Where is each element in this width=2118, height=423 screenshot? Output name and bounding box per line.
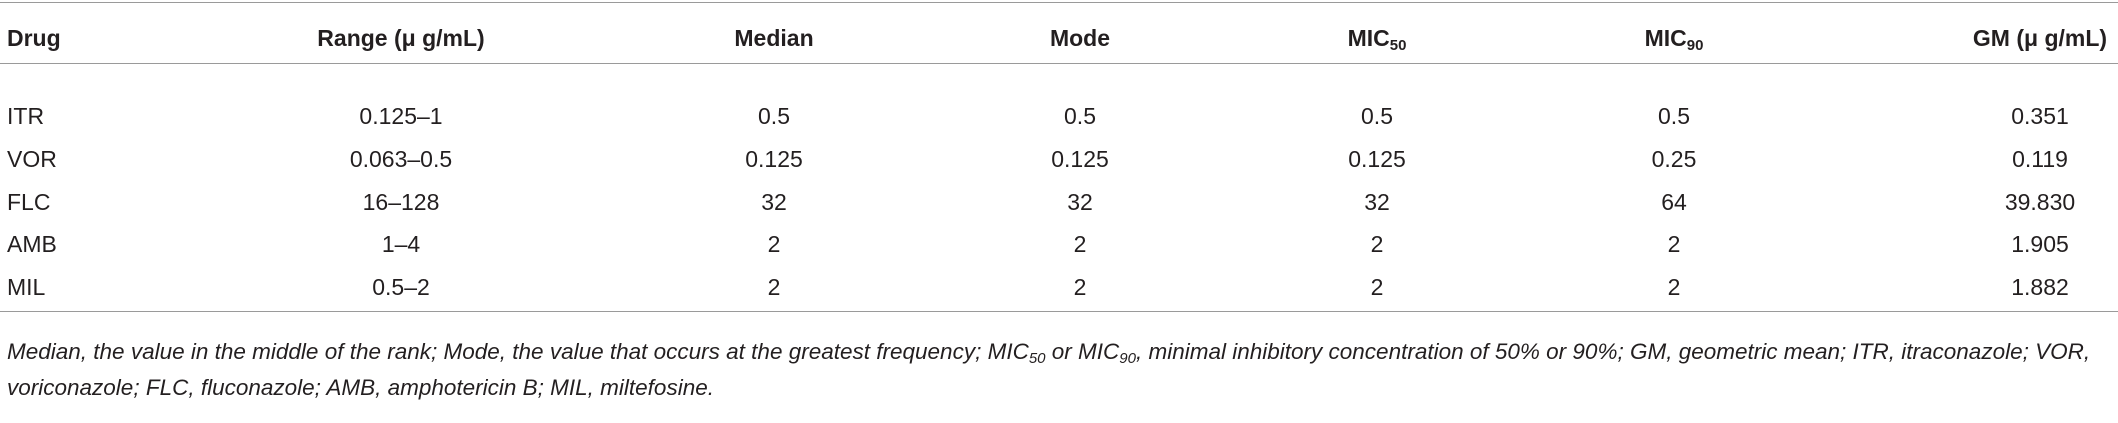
header-cell: MIC90 bbox=[1644, 24, 1704, 54]
header-text: Range (μ g/mL) bbox=[317, 25, 485, 51]
header-text: MIC bbox=[1644, 25, 1687, 51]
data-cell: 0.125–1 bbox=[359, 103, 443, 129]
header-cell: Drug bbox=[7, 24, 61, 52]
data-cell: 2 bbox=[1370, 274, 1384, 300]
data-cell: 2 bbox=[1073, 274, 1087, 300]
data-cell: 0.119 bbox=[2012, 146, 2068, 172]
data-cell: 0.125 bbox=[1348, 146, 1406, 172]
data-cell: 0.5 bbox=[1361, 103, 1393, 129]
header-cell: MIC50 bbox=[1347, 24, 1407, 54]
footnote-text: or MIC bbox=[1045, 339, 1120, 364]
data-cell: 2 bbox=[1667, 274, 1681, 300]
footnote-text: , minimal inhibitory concentration of 50… bbox=[7, 339, 2091, 400]
footnote-subscript: 50 bbox=[1028, 350, 1046, 367]
data-cell: 0.351 bbox=[2011, 103, 2069, 129]
bottom-rule bbox=[0, 311, 2118, 312]
data-cell: 1.882 bbox=[2011, 274, 2069, 300]
drug-cell: MIL bbox=[7, 274, 46, 300]
data-cell: 0.5–2 bbox=[372, 274, 430, 300]
drug-cell: FLC bbox=[7, 189, 51, 215]
data-cell: 16–128 bbox=[362, 189, 440, 215]
header-text: Mode bbox=[1049, 25, 1111, 51]
header-cell: GM (μ g/mL) bbox=[1973, 24, 2107, 52]
data-cell: 2 bbox=[767, 274, 781, 300]
data-cell: 0.125 bbox=[1051, 146, 1109, 172]
header-text: GM (μ g/mL) bbox=[1972, 25, 2108, 51]
header-rule bbox=[0, 63, 2118, 64]
footnote-subscript: 90 bbox=[1119, 350, 1136, 367]
data-cell: 2 bbox=[767, 231, 781, 257]
data-cell: 2 bbox=[1073, 231, 1087, 257]
data-cell: 39.830 bbox=[2004, 189, 2076, 215]
header-cell: Mode bbox=[1050, 24, 1110, 52]
footnote: Median, the value in the middle of the r… bbox=[7, 334, 2107, 406]
top-rule bbox=[0, 2, 2118, 3]
footnote-text: Median, the value in the middle of the r… bbox=[7, 339, 1029, 364]
header-subscript: 50 bbox=[1389, 37, 1407, 54]
data-cell: 32 bbox=[1067, 189, 1093, 215]
data-cell: 1–4 bbox=[381, 231, 421, 257]
data-cell: 0.25 bbox=[1651, 146, 1697, 172]
header-text: Median bbox=[734, 25, 814, 51]
data-cell: 0.5 bbox=[758, 103, 790, 129]
data-cell: 32 bbox=[761, 189, 787, 215]
data-cell: 1.905 bbox=[2011, 231, 2069, 257]
data-cell: 32 bbox=[1364, 189, 1390, 215]
data-cell: 0.5 bbox=[1658, 103, 1690, 129]
data-cell: 0.063–0.5 bbox=[349, 146, 453, 172]
header-cell: Range (μ g/mL) bbox=[317, 24, 484, 52]
data-cell: 2 bbox=[1370, 231, 1384, 257]
header-text: MIC bbox=[1347, 25, 1390, 51]
drug-cell: VOR bbox=[7, 146, 57, 172]
header-cell: Median bbox=[734, 24, 813, 52]
data-cell: 64 bbox=[1661, 189, 1687, 215]
data-cell: 0.125 bbox=[745, 146, 803, 172]
data-cell: 2 bbox=[1667, 231, 1681, 257]
data-cell: 0.5 bbox=[1064, 103, 1096, 129]
header-subscript: 90 bbox=[1686, 37, 1704, 54]
header-text: Drug bbox=[7, 25, 61, 51]
drug-cell: AMB bbox=[7, 231, 57, 257]
drug-cell: ITR bbox=[7, 103, 45, 129]
